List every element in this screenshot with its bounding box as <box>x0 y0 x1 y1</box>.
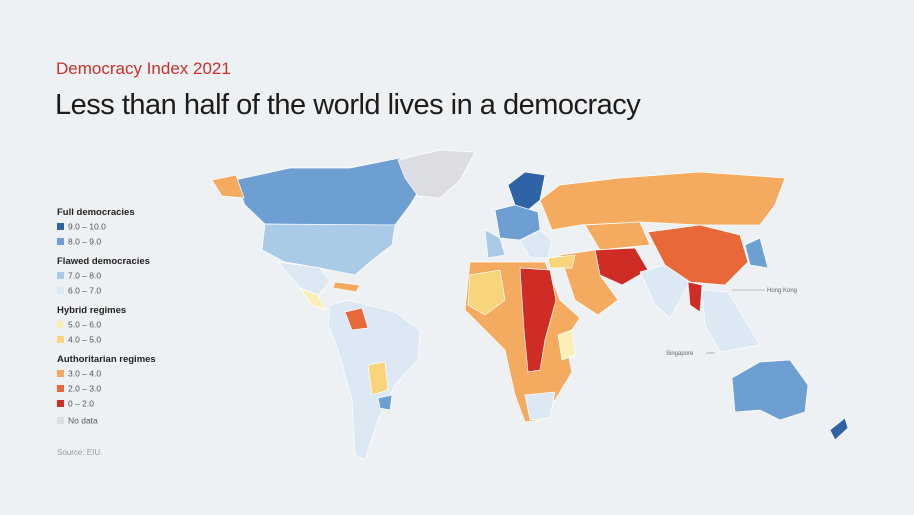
legend-group: Flawed democracies <box>57 256 150 267</box>
east-africa <box>557 329 576 361</box>
legend: Full democracies 9.0 – 10.0 8.0 – 9.0 Flawe… <box>57 207 156 426</box>
arabia <box>559 249 619 316</box>
greenland <box>397 149 476 199</box>
legend-label: 6.0 – 7.0 <box>68 286 101 296</box>
uruguay <box>377 394 393 411</box>
australia <box>731 359 809 421</box>
legend-label: 5.0 – 6.0 <box>68 320 101 330</box>
legend-label: 8.0 – 9.0 <box>68 237 101 247</box>
legend-label: 4.0 – 5.0 <box>68 335 101 345</box>
legend-label: 3.0 – 4.0 <box>68 369 101 379</box>
legend-label: 0 – 2.0 <box>68 399 94 409</box>
alaska <box>211 174 245 199</box>
central-africa <box>519 267 557 373</box>
south-africa <box>524 391 556 421</box>
legend-swatch <box>57 417 64 424</box>
india <box>639 264 691 319</box>
world-map: Hong Kong Singapore <box>211 149 849 461</box>
japan-korea <box>744 237 769 269</box>
map-label: Hong Kong <box>767 288 797 294</box>
legend-swatch <box>57 336 64 343</box>
legend-swatch <box>57 272 64 279</box>
usa <box>261 223 396 276</box>
russia <box>539 171 786 231</box>
iberia <box>484 229 506 259</box>
myanmar <box>687 281 703 313</box>
legend-swatch <box>57 385 64 392</box>
legend-swatch <box>57 287 64 294</box>
legend-swatch <box>57 238 64 245</box>
scandinavia <box>507 171 546 211</box>
legend-swatch <box>57 223 64 230</box>
turkey <box>547 254 576 269</box>
mexico <box>277 261 331 296</box>
legend-group: Hybrid regimes <box>57 305 126 316</box>
legend-group: Authoritarian regimes <box>57 354 156 365</box>
caribbean <box>332 281 361 293</box>
canada <box>234 157 426 227</box>
legend-label: 2.0 – 3.0 <box>68 384 101 394</box>
legend-label: No data <box>68 416 98 426</box>
source: Source: EIU. <box>57 448 102 457</box>
eastern-europe <box>519 229 553 259</box>
legend-label: 9.0 – 10.0 <box>68 222 106 232</box>
kicker: Democracy Index 2021 <box>56 59 231 78</box>
title: Less than half of the world lives in a d… <box>55 89 641 121</box>
central-asia <box>584 221 651 251</box>
legend-swatch <box>57 400 64 407</box>
venezuela <box>344 307 369 331</box>
map-label: Singapore <box>666 351 694 357</box>
legend-label: 7.0 – 8.0 <box>68 271 101 281</box>
central-america <box>299 287 327 311</box>
bolivia-paraguay <box>367 361 389 396</box>
legend-group: Full democracies <box>57 207 135 218</box>
southeast-asia <box>701 289 761 353</box>
legend-swatch <box>57 321 64 328</box>
west-africa <box>467 269 506 316</box>
legend-swatch <box>57 370 64 377</box>
new-zealand <box>829 417 849 441</box>
